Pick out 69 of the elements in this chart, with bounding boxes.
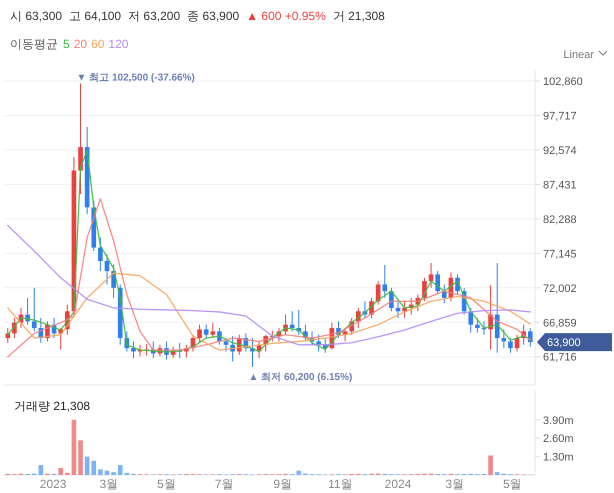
candlestick bbox=[508, 338, 513, 354]
y-axis-title: Linear bbox=[563, 49, 594, 61]
text: 거 21,308 bbox=[332, 9, 386, 23]
text: 고 64,100 bbox=[69, 9, 122, 23]
bar bbox=[91, 460, 96, 475]
text: 5 bbox=[63, 37, 70, 51]
y-tick-label: 92,574 bbox=[543, 144, 577, 157]
y-tick-label: 1.30m bbox=[543, 452, 574, 464]
y-tick-label: 82,288 bbox=[543, 214, 577, 226]
candlestick bbox=[104, 254, 110, 285]
y-tick-label: 61,716 bbox=[543, 352, 577, 364]
bar bbox=[104, 470, 110, 475]
y-tick-label: 72,002 bbox=[543, 282, 577, 295]
candlestick bbox=[290, 310, 294, 332]
x-tick-label: 2024 bbox=[384, 477, 412, 491]
candlestick bbox=[98, 237, 103, 272]
bar bbox=[78, 440, 83, 475]
candlestick bbox=[197, 324, 202, 344]
x-tick-label: 11월 bbox=[328, 477, 353, 491]
text: 종 63,900 bbox=[187, 9, 240, 23]
bar bbox=[38, 465, 44, 475]
bar bbox=[98, 469, 103, 475]
y-tick-label: 2.60m bbox=[543, 433, 574, 446]
candlestick bbox=[131, 340, 136, 359]
candlestick bbox=[204, 324, 209, 339]
x-tick-label: 7월 bbox=[214, 477, 234, 491]
candlestick bbox=[396, 300, 400, 318]
text: 120 bbox=[108, 37, 129, 51]
candlestick bbox=[482, 320, 486, 336]
candlestick bbox=[78, 82, 83, 194]
y-tick-label: 97,717 bbox=[543, 110, 577, 122]
text: 저 63,200 bbox=[128, 9, 180, 23]
candlestick bbox=[224, 338, 228, 352]
x-tick-label: 5월 bbox=[502, 477, 522, 491]
candlestick bbox=[475, 317, 480, 334]
bar bbox=[494, 472, 500, 475]
x-tick-label: 3월 bbox=[100, 477, 118, 491]
candlestick bbox=[428, 262, 434, 288]
x-tick-label: 3월 bbox=[445, 477, 464, 491]
line-series bbox=[7, 272, 531, 351]
text: 시 63,300 bbox=[10, 9, 62, 23]
candlestick bbox=[32, 287, 37, 332]
text: ▲ 600 +0.95% bbox=[246, 9, 326, 23]
annotation: 63,900 bbox=[547, 337, 581, 350]
bar bbox=[118, 465, 123, 475]
x-tick-label: 2023 bbox=[40, 477, 67, 491]
annotation: ▲ 최저 60,200 (6.15%) bbox=[248, 372, 352, 383]
annotation: ▼ 최고 102,500 (-37.66%) bbox=[76, 72, 195, 84]
bar bbox=[84, 456, 90, 475]
text: 60 bbox=[91, 37, 105, 51]
y-tick-label: 102,860 bbox=[543, 76, 583, 88]
x-tick-label: 5월 bbox=[157, 477, 176, 491]
y-tick-label: 87,431 bbox=[543, 179, 577, 192]
bar bbox=[111, 472, 116, 475]
y-tick-label: 66,859 bbox=[543, 317, 577, 330]
candlestick bbox=[382, 264, 388, 298]
bar bbox=[72, 420, 76, 475]
candlestick bbox=[501, 328, 506, 349]
y-tick-label: 77,145 bbox=[543, 248, 577, 260]
text: 20 bbox=[74, 37, 88, 51]
y-tick-label: 3.90m bbox=[543, 414, 574, 427]
candlestick bbox=[514, 334, 520, 352]
bar bbox=[488, 455, 493, 475]
legend-title: 이동평균 bbox=[10, 37, 58, 51]
bar bbox=[296, 470, 302, 475]
price-tag: 63,900 bbox=[537, 333, 612, 352]
text: 거래량 21,308 bbox=[14, 399, 90, 413]
bar bbox=[58, 468, 64, 475]
x-tick-label: 9월 bbox=[273, 477, 292, 491]
